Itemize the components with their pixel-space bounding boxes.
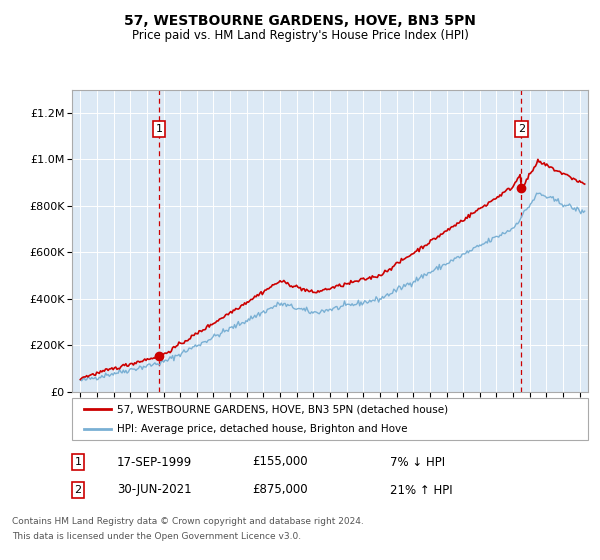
- Text: 30-JUN-2021: 30-JUN-2021: [117, 483, 191, 497]
- Text: 21% ↑ HPI: 21% ↑ HPI: [390, 483, 452, 497]
- Text: 17-SEP-1999: 17-SEP-1999: [117, 455, 192, 469]
- Text: 57, WESTBOURNE GARDENS, HOVE, BN3 5PN (detached house): 57, WESTBOURNE GARDENS, HOVE, BN3 5PN (d…: [117, 404, 448, 414]
- Text: 1: 1: [155, 124, 163, 134]
- Text: 2: 2: [74, 485, 82, 495]
- Text: Price paid vs. HM Land Registry's House Price Index (HPI): Price paid vs. HM Land Registry's House …: [131, 29, 469, 42]
- Text: £875,000: £875,000: [252, 483, 308, 497]
- Text: Contains HM Land Registry data © Crown copyright and database right 2024.: Contains HM Land Registry data © Crown c…: [12, 517, 364, 526]
- Text: This data is licensed under the Open Government Licence v3.0.: This data is licensed under the Open Gov…: [12, 532, 301, 541]
- Text: £155,000: £155,000: [252, 455, 308, 469]
- Text: 2: 2: [518, 124, 525, 134]
- Text: HPI: Average price, detached house, Brighton and Hove: HPI: Average price, detached house, Brig…: [117, 424, 407, 434]
- Text: 1: 1: [74, 457, 82, 467]
- Text: 7% ↓ HPI: 7% ↓ HPI: [390, 455, 445, 469]
- Text: 57, WESTBOURNE GARDENS, HOVE, BN3 5PN: 57, WESTBOURNE GARDENS, HOVE, BN3 5PN: [124, 14, 476, 28]
